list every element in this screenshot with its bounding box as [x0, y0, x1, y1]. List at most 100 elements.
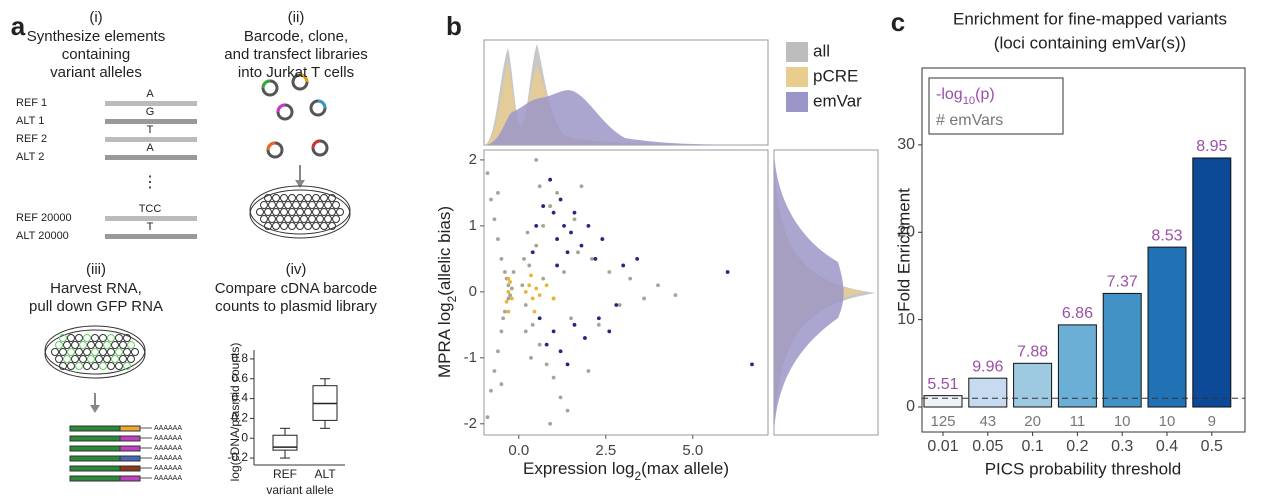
cell	[79, 341, 87, 349]
cell	[256, 208, 264, 216]
axis-title: MPRA log2(allelic bias)	[435, 206, 459, 378]
cell	[272, 222, 280, 230]
p-value-label: 7.37	[1107, 274, 1138, 291]
cell	[75, 334, 83, 342]
chart-title: Enrichment for fine-mapped variants	[953, 9, 1227, 28]
cell	[103, 341, 111, 349]
step-text: into Jurkat T cells	[238, 64, 354, 81]
point	[558, 349, 563, 354]
step-text: pull down GFP RNA	[29, 298, 163, 315]
allele-name: ALT 20000	[16, 230, 69, 242]
chart-title: (loci containing emVar(s))	[994, 33, 1186, 52]
density-emvar	[774, 150, 844, 435]
cell	[95, 355, 103, 363]
y-tick-label: 10	[897, 311, 915, 328]
point	[489, 197, 493, 202]
allele-base: T	[147, 124, 154, 136]
cell	[87, 355, 95, 363]
point	[527, 283, 532, 288]
cell	[83, 334, 91, 342]
cell	[115, 334, 123, 342]
point	[529, 273, 533, 278]
cell	[292, 215, 300, 223]
y-axis-title: log(cDNA/plasmid counts)	[228, 343, 242, 482]
cell	[268, 201, 276, 209]
step-number: (iv)	[286, 261, 307, 278]
cell	[59, 362, 67, 370]
step-text: containing	[62, 46, 130, 63]
cell	[107, 334, 115, 342]
point	[537, 342, 542, 347]
point	[537, 184, 542, 189]
polya-tail: AAAAAA	[154, 465, 182, 472]
y-tick-label: 0	[469, 283, 477, 300]
diagram-art	[44, 73, 351, 482]
cell	[67, 334, 75, 342]
legend-label: all	[813, 41, 830, 60]
point	[628, 276, 633, 281]
step-number: (ii)	[288, 9, 305, 26]
point	[506, 296, 511, 301]
step-text: counts to plasmid library	[215, 298, 377, 315]
point	[548, 177, 553, 182]
cell	[264, 208, 272, 216]
bar	[1192, 157, 1232, 408]
point	[520, 283, 525, 288]
bar	[1057, 324, 1097, 408]
cell	[280, 194, 288, 202]
point	[607, 329, 612, 334]
cell	[79, 355, 87, 363]
point	[562, 223, 566, 228]
cell	[83, 362, 91, 370]
point	[596, 316, 601, 321]
cell	[131, 348, 139, 356]
count-label: 125	[930, 413, 955, 430]
y-tick-label: -2	[464, 415, 477, 432]
point	[504, 299, 509, 304]
text-part: -log	[936, 86, 963, 103]
point	[621, 263, 626, 268]
rna-body	[69, 465, 121, 472]
ellipsis: ⋮	[142, 174, 158, 191]
cell	[103, 355, 111, 363]
bar	[1147, 246, 1187, 408]
x-tick-label: 0.0	[508, 442, 529, 459]
count-label: 10	[1114, 413, 1131, 430]
rna-barcode	[119, 445, 141, 452]
point	[485, 171, 490, 175]
plasmid-insert	[311, 139, 321, 149]
allele-base: G	[146, 106, 155, 118]
sequence-bar	[105, 119, 197, 124]
allele-base: A	[146, 142, 154, 154]
cell	[300, 201, 308, 209]
cell	[312, 194, 320, 202]
dish	[44, 325, 146, 375]
point	[509, 286, 514, 291]
point	[529, 355, 533, 360]
x-tick-label: 2.5	[595, 442, 616, 459]
cell	[59, 348, 67, 356]
allele-name: REF 20000	[16, 212, 72, 224]
legend-swatch	[786, 67, 808, 87]
step-text: Barcode, clone,	[244, 28, 348, 45]
text-part: 2	[635, 469, 642, 483]
cell	[304, 222, 312, 230]
point	[551, 375, 556, 380]
plasmid-insert	[317, 99, 327, 109]
step-text: Harvest RNA,	[50, 280, 142, 297]
x-tick-label: 0.1	[1021, 438, 1043, 455]
cell	[288, 194, 296, 202]
rna-body	[69, 425, 121, 432]
cell	[111, 355, 119, 363]
point	[555, 263, 559, 268]
y-tick-label: -0.2	[227, 450, 248, 464]
point	[635, 256, 640, 261]
polya-tail: AAAAAA	[154, 455, 182, 462]
point	[534, 223, 539, 228]
plasmid-insert	[266, 141, 276, 151]
x-tick-label: 0.4	[1156, 438, 1178, 455]
point	[565, 408, 570, 413]
text-part: 10	[963, 95, 975, 107]
count-label: 11	[1070, 413, 1086, 430]
